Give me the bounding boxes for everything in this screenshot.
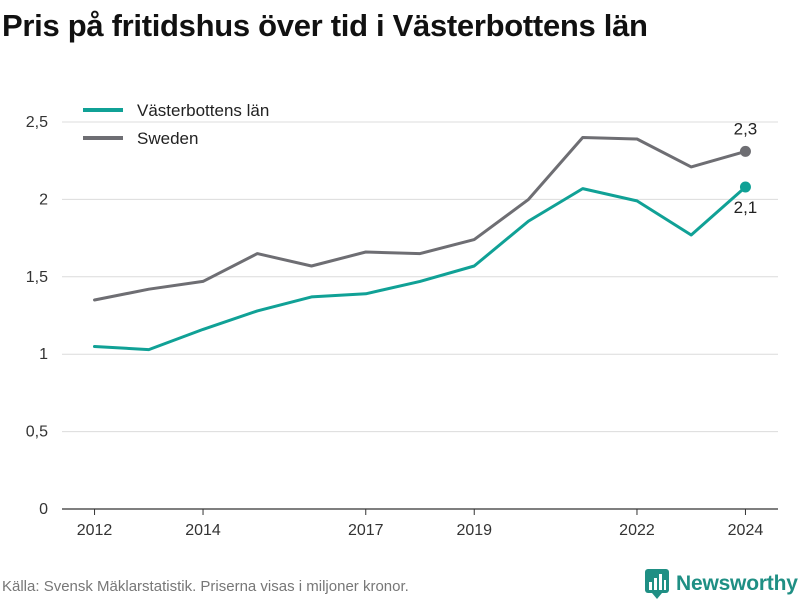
y-tick-label: 1	[39, 346, 48, 363]
x-tick-label: 2022	[619, 522, 655, 539]
source-footer: Källa: Svensk Mäklarstatistik. Priserna …	[2, 578, 409, 595]
legend-label-0: Västerbottens län	[137, 101, 269, 120]
legend-label-1: Sweden	[137, 129, 198, 148]
brand-name: Newsworthy	[676, 572, 798, 595]
end-point-1	[739, 145, 751, 157]
series-group: 2,3 2,1	[93, 119, 758, 352]
line-chart: 0 0,5 1 1,5 2 2,5 2012 2014 2017 2019 2022 2024 2,…	[26, 101, 778, 539]
x-tick-label: 2012	[77, 522, 113, 539]
y-tick-label: 0	[39, 501, 48, 518]
y-tick-label: 2,5	[26, 114, 48, 131]
y-tick-label: 2	[39, 191, 48, 208]
series-line-0	[93, 185, 747, 352]
end-point-0	[739, 181, 751, 193]
chart-title: Pris på fritidshus över tid i Västerbott…	[2, 8, 648, 43]
x-tick-label: 2019	[456, 522, 492, 539]
brand[interactable]: Newsworthy	[645, 569, 798, 599]
series-line-1	[93, 136, 747, 302]
y-axis: 0 0,5 1 1,5 2 2,5	[26, 114, 48, 518]
y-tick-label: 1,5	[26, 269, 48, 286]
x-axis: 2012 2014 2017 2019 2022 2024	[62, 508, 778, 539]
end-label-1: 2,3	[734, 119, 758, 138]
grid	[62, 121, 778, 433]
legend: Västerbottens län Sweden	[83, 101, 269, 148]
newsworthy-logo-icon	[645, 569, 669, 599]
end-label-0: 2,1	[734, 198, 758, 217]
y-tick-label: 0,5	[26, 424, 48, 441]
x-tick-label: 2024	[728, 522, 764, 539]
x-tick-label: 2017	[348, 522, 384, 539]
x-tick-label: 2014	[185, 522, 221, 539]
